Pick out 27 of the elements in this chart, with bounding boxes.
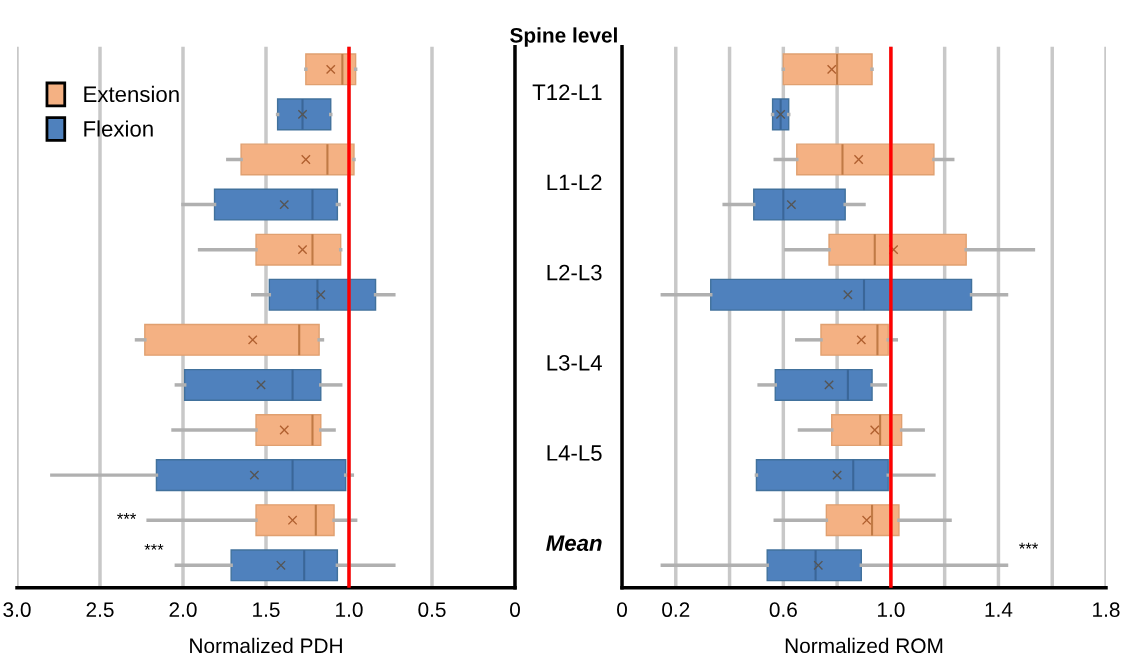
- x-tick-label: 1.0: [878, 602, 905, 618]
- x-tick-label: 3.0: [3, 602, 31, 618]
- x-tick-label: 1.4: [985, 602, 1013, 617]
- annotation: ***: [144, 543, 164, 550]
- x-tick-label: 0: [510, 602, 520, 618]
- y-axis-title: Spine level: [510, 27, 617, 47]
- x-tick-label: 2.0: [169, 602, 197, 618]
- x-tick-label: 1.0: [336, 602, 363, 618]
- x-tick-label: 1.5: [253, 602, 280, 618]
- x-axis-title: Normalized ROM: [785, 637, 943, 654]
- legend-label: Extension: [84, 85, 179, 103]
- annotation: ***: [1019, 542, 1039, 549]
- y-tick-label: L1-L2: [547, 174, 602, 191]
- x-tick-label: 0.5: [418, 602, 446, 618]
- y-tick-label: L3-L4: [547, 354, 602, 371]
- x-axis-title: Normalized PDH: [190, 637, 342, 654]
- x-tick-label: 0.6: [769, 602, 797, 618]
- x-tick-label: 1.8: [1093, 602, 1120, 618]
- y-tick-label: Mean: [546, 535, 602, 552]
- x-tick-label: 0.2: [662, 602, 690, 618]
- x-tick-label: 0: [617, 602, 627, 618]
- y-tick-label: T12-L1: [532, 84, 602, 100]
- y-tick-label: L2-L3: [547, 264, 602, 281]
- x-tick-label: 2.5: [86, 602, 114, 618]
- legend-label: Flexion: [84, 120, 153, 137]
- y-tick-label: L4-L5: [547, 445, 602, 461]
- annotation: ***: [117, 513, 137, 519]
